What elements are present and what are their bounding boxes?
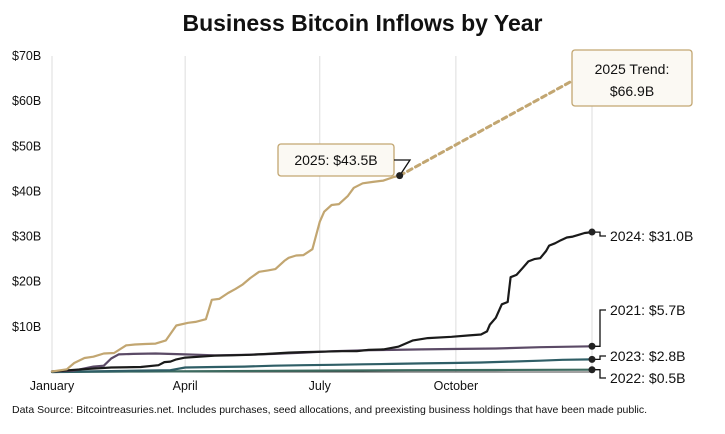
annotation-label-2021: 2021: $5.7B bbox=[610, 302, 686, 318]
x-tick-label: July bbox=[309, 379, 332, 393]
y-tick-label: $10B bbox=[12, 320, 41, 334]
axes: January April July October $70B $60B $50B $40B $… bbox=[12, 49, 592, 393]
annotation-leader-2024 bbox=[592, 231, 606, 237]
y-tick-label: $60B bbox=[12, 94, 41, 108]
annotation-label-trend: 2025 Trend: bbox=[595, 61, 670, 77]
annotation-label-2025: 2025: $43.5B bbox=[294, 152, 377, 168]
annotations: 2025: $43.5B 2025 Trend: $66.9B 2024: $31.0… bbox=[277, 49, 693, 386]
x-tick-label: January bbox=[30, 379, 75, 393]
y-tick-label: $30B bbox=[12, 230, 41, 244]
annotation-label-2023: 2023: $2.8B bbox=[610, 348, 686, 364]
annotation-point-2021 bbox=[588, 342, 596, 350]
annotation-point-2023 bbox=[588, 355, 596, 363]
data-source-note: Data Source: Bitcointreasuries.net. Incl… bbox=[12, 404, 648, 416]
annotation-point-2025 bbox=[396, 172, 404, 180]
annotation-label-2022: 2022: $0.5B bbox=[610, 370, 686, 386]
gridlines bbox=[51, 56, 593, 372]
annotation-leader-2021 bbox=[592, 309, 606, 347]
chart-title: Business Bitcoin Inflows by Year bbox=[182, 10, 543, 36]
series-lines bbox=[50, 68, 594, 374]
x-tick-label: April bbox=[173, 379, 198, 393]
series-line-2025 bbox=[50, 174, 401, 373]
annotation-leader-2022 bbox=[592, 369, 606, 379]
y-tick-label: $20B bbox=[12, 275, 41, 289]
annotation-point-2022 bbox=[588, 366, 596, 374]
annotation-value-trend: $66.9B bbox=[610, 83, 654, 99]
annotation-point-2024 bbox=[588, 228, 596, 236]
series-line-2024 bbox=[50, 231, 594, 373]
annotation-leader-2023 bbox=[592, 355, 606, 361]
y-tick-label: $70B bbox=[12, 49, 41, 63]
y-tick-label: $40B bbox=[12, 184, 41, 198]
annotation-box-trend bbox=[571, 49, 693, 107]
x-tick-label: October bbox=[434, 379, 478, 393]
series-line-2023 bbox=[50, 358, 594, 374]
annotation-label-2024: 2024: $31.0B bbox=[610, 228, 693, 244]
annotation-leader-2025 bbox=[394, 159, 412, 176]
series-line-2025-trend bbox=[398, 68, 594, 178]
y-tick-label: $50B bbox=[12, 139, 41, 153]
